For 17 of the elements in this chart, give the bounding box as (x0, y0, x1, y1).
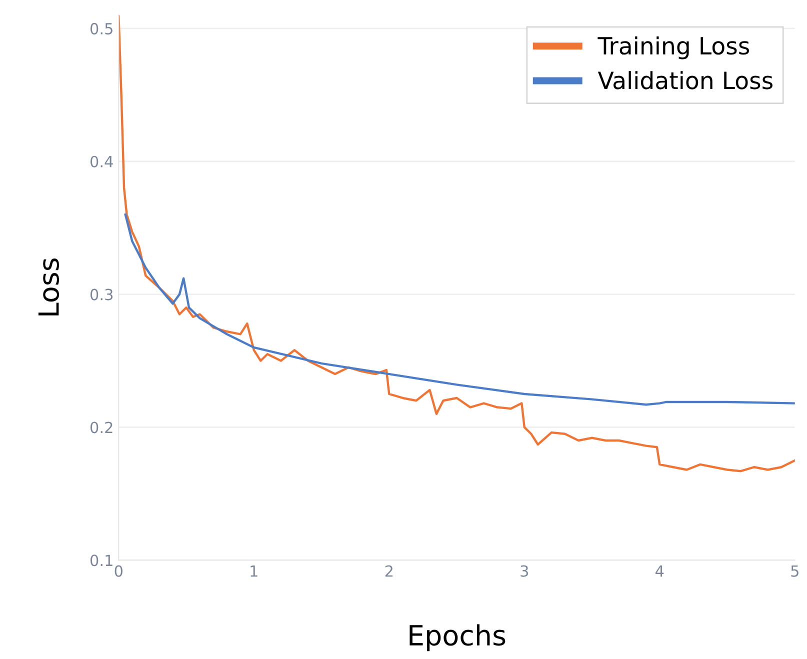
y-axis-title: Loss (38, 258, 60, 316)
x-tick-label: 3 (520, 565, 528, 577)
y-tick-label: 0.2 (90, 422, 112, 434)
line-series (124, 213, 795, 406)
legend-label: Training Loss (598, 36, 750, 60)
y-tick-label: 0.4 (90, 156, 113, 168)
y-tick-label: 0.1 (90, 554, 112, 566)
x-tick-label: 5 (791, 565, 798, 577)
x-tick-label: 0 (114, 565, 122, 577)
line-series (118, 15, 795, 472)
x-tick-label: 4 (656, 565, 664, 577)
x-axis-title: Epochs (410, 624, 506, 652)
legend-label: Validation Loss (598, 71, 772, 90)
y-tick-label: 0.5 (90, 22, 112, 34)
x-tick-label: 1 (250, 565, 258, 577)
x-tick-label: 2 (385, 565, 392, 577)
y-tick-label: 0.3 (90, 288, 113, 300)
